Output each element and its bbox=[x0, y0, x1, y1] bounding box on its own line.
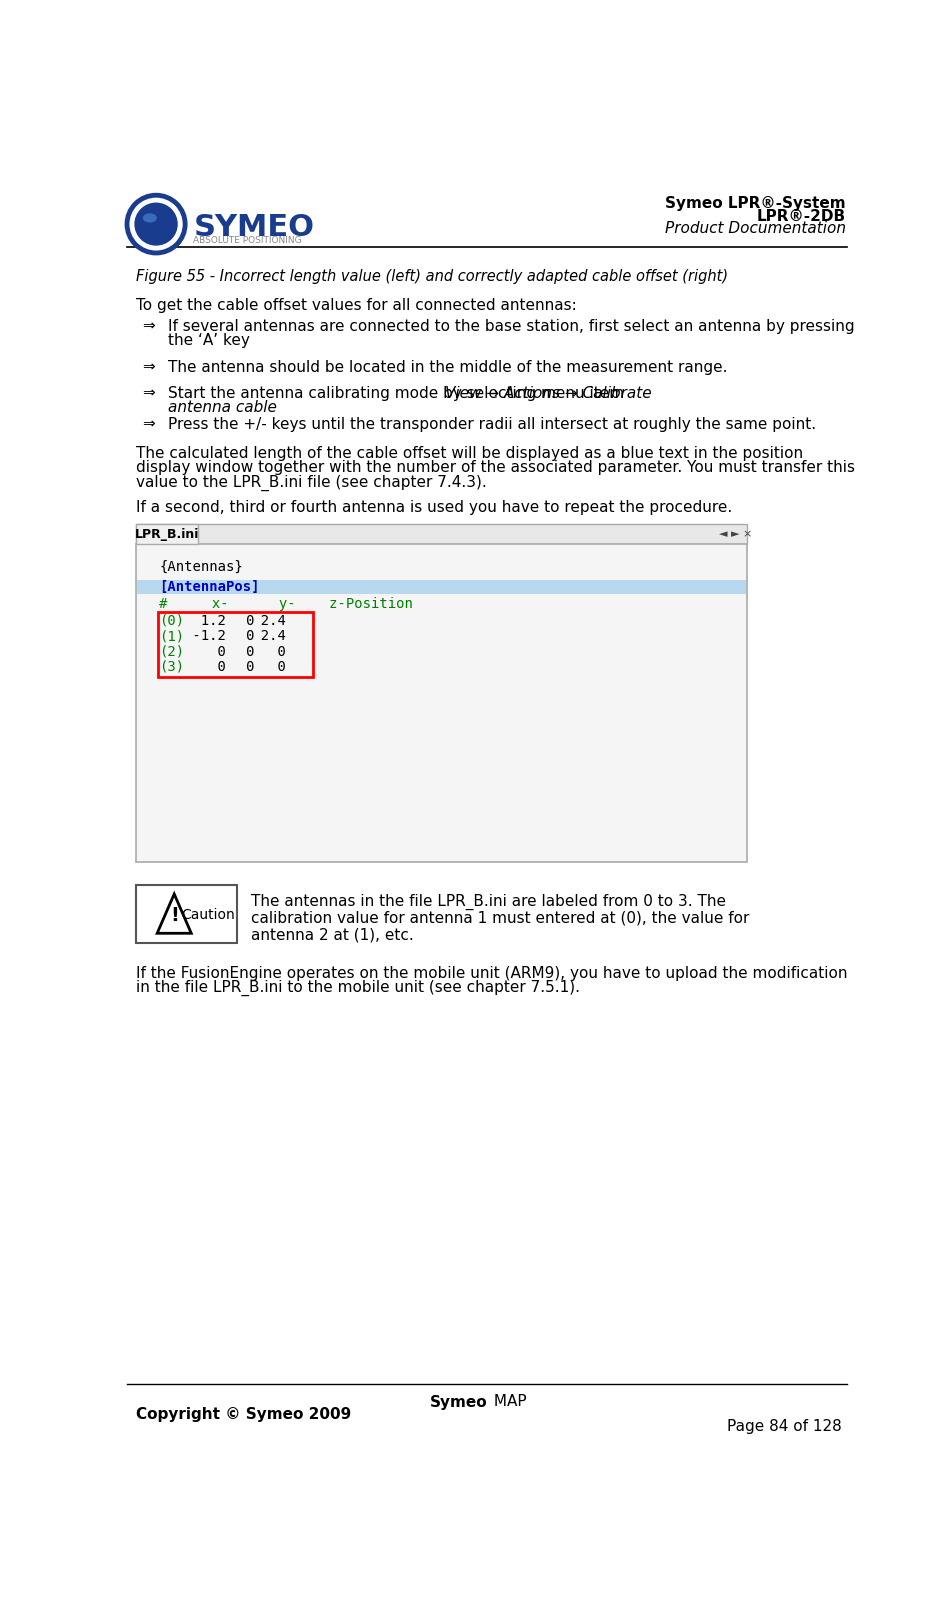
Text: #: # bbox=[159, 596, 167, 610]
Text: Product Documentation: Product Documentation bbox=[665, 221, 845, 237]
Text: Symeo LPR®-System: Symeo LPR®-System bbox=[665, 195, 845, 211]
Circle shape bbox=[134, 203, 178, 246]
Text: display window together with the number of the associated parameter. You must tr: display window together with the number … bbox=[136, 460, 855, 476]
Text: 0: 0 bbox=[244, 660, 286, 674]
Text: ◄ ► ×: ◄ ► × bbox=[720, 529, 753, 540]
Text: Symeo: Symeo bbox=[430, 1395, 488, 1409]
Bar bbox=[158, 612, 313, 678]
Text: The calculated length of the cable offset will be displayed as a blue text in th: The calculated length of the cable offse… bbox=[136, 446, 803, 460]
Text: SYMEO: SYMEO bbox=[193, 213, 314, 243]
Text: 1.2: 1.2 bbox=[184, 614, 225, 628]
Ellipse shape bbox=[143, 213, 157, 222]
Text: 0: 0 bbox=[222, 644, 255, 658]
Text: Caution: Caution bbox=[182, 908, 235, 922]
Text: 0: 0 bbox=[184, 660, 225, 674]
Text: LPR_B.ini: LPR_B.ini bbox=[135, 527, 199, 540]
Text: in the file LPR_B.ini to the mobile unit (see chapter 7.5.1).: in the file LPR_B.ini to the mobile unit… bbox=[136, 980, 580, 997]
Bar bbox=[136, 545, 747, 861]
Text: ⇒: ⇒ bbox=[142, 417, 155, 431]
Text: (2): (2) bbox=[159, 644, 184, 658]
Text: 0: 0 bbox=[244, 644, 286, 658]
Text: the ‘A’ key: the ‘A’ key bbox=[168, 334, 250, 348]
Text: Page 84 of 128: Page 84 of 128 bbox=[728, 1419, 842, 1433]
Text: (3): (3) bbox=[159, 660, 184, 674]
Text: Press the +/- keys until the transponder radii all intersect at roughly the same: Press the +/- keys until the transponder… bbox=[168, 417, 817, 431]
Text: ABSOLUTE POSITIONING: ABSOLUTE POSITIONING bbox=[193, 237, 301, 246]
Text: ⇒: ⇒ bbox=[142, 385, 155, 401]
Text: (1): (1) bbox=[159, 630, 184, 642]
Text: -1.2: -1.2 bbox=[184, 630, 225, 642]
Polygon shape bbox=[157, 893, 191, 933]
Text: (0): (0) bbox=[159, 614, 184, 628]
Text: If a second, third or fourth antenna is used you have to repeat the procedure.: If a second, third or fourth antenna is … bbox=[136, 500, 732, 515]
Ellipse shape bbox=[127, 195, 185, 252]
Text: [AntennaPos]: [AntennaPos] bbox=[159, 580, 260, 594]
Text: Copyright © Symeo 2009: Copyright © Symeo 2009 bbox=[136, 1406, 351, 1422]
Text: Start the antenna calibrating mode by selecting menu item: Start the antenna calibrating mode by se… bbox=[168, 385, 630, 401]
Text: If the FusionEngine operates on the mobile unit (ARM9), you have to upload the m: If the FusionEngine operates on the mobi… bbox=[136, 965, 847, 981]
Text: 2.4: 2.4 bbox=[244, 630, 286, 642]
Text: antenna 2 at (1), etc.: antenna 2 at (1), etc. bbox=[251, 928, 414, 943]
Text: calibration value for antenna 1 must entered at (0), the value for: calibration value for antenna 1 must ent… bbox=[251, 911, 749, 925]
Text: If several antennas are connected to the base station, first select an antenna b: If several antennas are connected to the… bbox=[168, 320, 855, 334]
Text: The antenna should be located in the middle of the measurement range.: The antenna should be located in the mid… bbox=[168, 360, 728, 374]
Text: 0: 0 bbox=[222, 660, 255, 674]
Text: ⇒: ⇒ bbox=[142, 320, 155, 334]
Text: View → Actions → Calibrate: View → Actions → Calibrate bbox=[445, 385, 651, 401]
Text: ⇒: ⇒ bbox=[142, 360, 155, 374]
Bar bbox=[137, 580, 746, 594]
Text: x-      y-    z-Position: x- y- z-Position bbox=[170, 596, 413, 610]
Text: {Antennas}: {Antennas} bbox=[159, 559, 243, 574]
Text: LPR®-2DB: LPR®-2DB bbox=[757, 209, 845, 224]
Text: MAP: MAP bbox=[490, 1395, 527, 1409]
Text: 2.4: 2.4 bbox=[244, 614, 286, 628]
Text: value to the LPR_B.ini file (see chapter 7.4.3).: value to the LPR_B.ini file (see chapter… bbox=[136, 475, 487, 491]
Bar bbox=[136, 524, 747, 545]
Text: The antennas in the file LPR_B.ini are labeled from 0 to 3. The: The antennas in the file LPR_B.ini are l… bbox=[251, 893, 726, 911]
Text: antenna cable: antenna cable bbox=[168, 401, 278, 415]
Text: To get the cable offset values for all connected antennas:: To get the cable offset values for all c… bbox=[136, 297, 576, 313]
Text: 0: 0 bbox=[222, 630, 255, 642]
Text: 0: 0 bbox=[222, 614, 255, 628]
Text: 0: 0 bbox=[184, 644, 225, 658]
Text: !: ! bbox=[170, 906, 179, 925]
Text: Figure 55 - Incorrect length value (left) and correctly adapted cable offset (ri: Figure 55 - Incorrect length value (left… bbox=[136, 268, 728, 284]
Bar bbox=[136, 524, 198, 545]
Bar bbox=[136, 885, 237, 943]
